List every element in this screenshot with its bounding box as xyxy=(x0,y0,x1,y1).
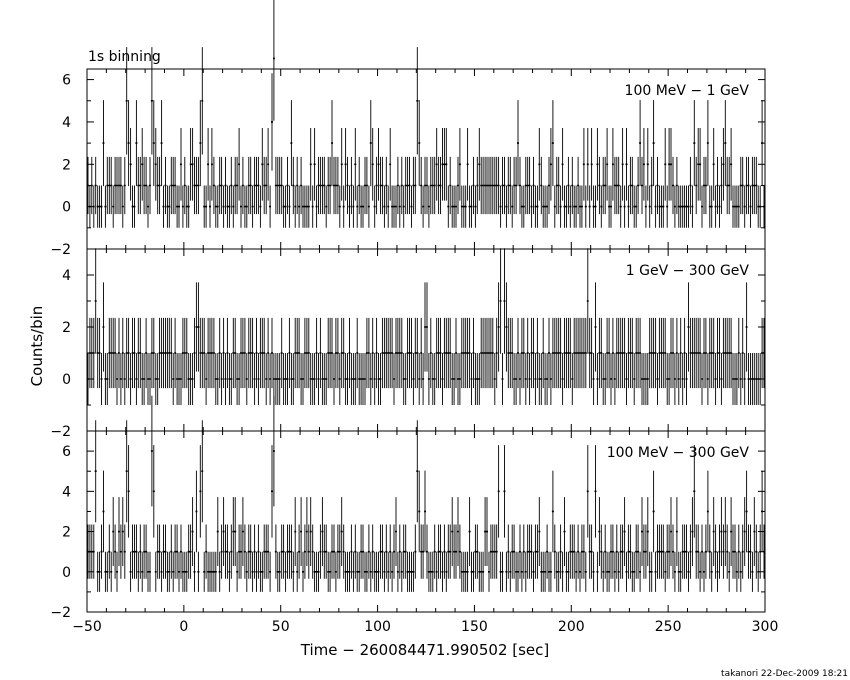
panel-top: −2 0 2 4 6 100 MeV − 1 GeV xyxy=(50,0,766,258)
top-ytick-label: 4 xyxy=(62,115,71,131)
x-tick-label: 300 xyxy=(752,619,779,635)
y-axis-label: Counts/bin xyxy=(28,306,46,387)
middle-light-curve xyxy=(87,300,765,380)
x-axis-label: Time − 260084471.990502 [sec] xyxy=(300,641,550,659)
top-ytick-label: 6 xyxy=(62,73,71,89)
x-tick-label: 250 xyxy=(655,619,682,635)
x-tick-label: −50 xyxy=(72,619,102,635)
footer-stamp: takanori 22-Dec-2009 18:21 xyxy=(721,669,848,679)
top-ytick-label: 0 xyxy=(62,200,71,216)
top-error-bars xyxy=(87,0,765,228)
x-tick-label: 0 xyxy=(179,619,188,635)
bottom-ytick-label: 4 xyxy=(62,484,71,500)
bottom-ytick-label: −2 xyxy=(50,605,71,621)
bottom-panel-frame xyxy=(86,430,766,613)
panel-bottom: −2 0 2 4 6 −50 0 50 100 150 200 250 300 100 MeV − 300… xyxy=(50,395,779,635)
middle-ytick-label: −2 xyxy=(50,424,71,440)
x-tick-label: 200 xyxy=(558,619,585,635)
middle-ytick-label: 2 xyxy=(62,320,71,336)
top-ytick-label: −2 xyxy=(50,242,71,258)
bottom-ytick-label: 6 xyxy=(62,444,71,460)
middle-energy-band-label: 1 GeV − 300 GeV xyxy=(626,263,750,279)
bottom-ytick-label: 2 xyxy=(62,525,71,541)
binning-header: 1s binning xyxy=(88,49,161,65)
x-tick-label: 150 xyxy=(461,619,488,635)
middle-ytick-label: 0 xyxy=(62,372,71,388)
middle-ytick-label: 4 xyxy=(62,268,71,284)
x-tick-label: 100 xyxy=(364,619,391,635)
top-energy-band-label: 100 MeV − 1 GeV xyxy=(625,83,750,99)
top-light-curve xyxy=(87,57,765,208)
top-ytick-label: 2 xyxy=(62,157,71,173)
bottom-energy-band-label: 100 MeV − 300 GeV xyxy=(607,445,750,461)
bottom-error-bars xyxy=(87,395,765,592)
x-tick-label: 50 xyxy=(272,619,290,635)
bottom-light-curve xyxy=(87,450,765,573)
bottom-ytick-label: 0 xyxy=(62,565,71,581)
panel-middle: −2 0 2 4 1 GeV − 300 GeV xyxy=(50,248,766,440)
